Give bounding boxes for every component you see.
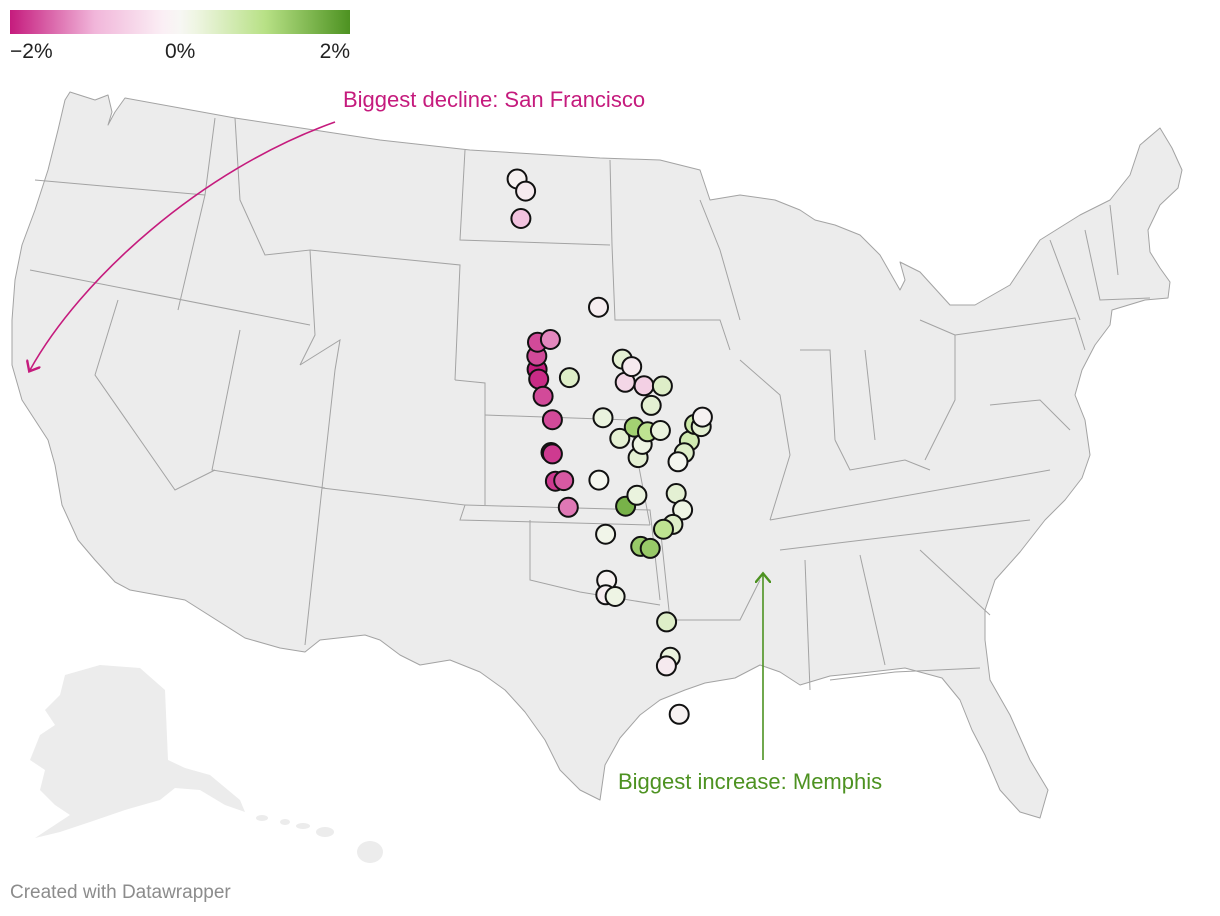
decline-annotation: Biggest decline: San Francisco xyxy=(343,87,645,112)
alaska xyxy=(30,665,245,838)
city-marker[interactable] xyxy=(649,420,671,441)
city-marker[interactable] xyxy=(672,499,694,521)
city-markers xyxy=(506,168,713,725)
city-marker[interactable] xyxy=(539,329,561,350)
city-marker[interactable] xyxy=(515,180,537,202)
legend-max-label: 2% xyxy=(319,40,350,63)
city-marker[interactable] xyxy=(691,406,713,428)
legend-gradient xyxy=(10,10,350,34)
land-layer xyxy=(11,91,1183,863)
city-marker[interactable] xyxy=(621,356,643,378)
city-marker[interactable] xyxy=(626,484,648,506)
increase-annotation: Biggest increase: Memphis xyxy=(618,769,882,794)
city-marker[interactable] xyxy=(541,443,563,465)
city-marker[interactable] xyxy=(510,208,532,229)
city-marker[interactable] xyxy=(656,611,678,633)
city-marker[interactable] xyxy=(668,703,690,725)
legend-mid-label: 0% xyxy=(165,40,196,63)
hawaii xyxy=(256,815,383,863)
city-marker[interactable] xyxy=(633,375,655,397)
city-marker[interactable] xyxy=(532,385,554,407)
city-marker[interactable] xyxy=(553,470,575,492)
city-marker[interactable] xyxy=(655,655,677,677)
city-marker[interactable] xyxy=(640,394,662,416)
city-marker[interactable] xyxy=(609,427,631,449)
city-marker[interactable] xyxy=(604,586,626,607)
city-marker[interactable] xyxy=(558,367,580,389)
city-marker[interactable] xyxy=(541,409,563,431)
city-marker[interactable] xyxy=(667,451,689,473)
city-marker[interactable] xyxy=(595,523,617,545)
decline-arrow xyxy=(30,121,336,370)
city-marker[interactable] xyxy=(639,537,661,559)
city-marker[interactable] xyxy=(557,496,579,518)
city-marker[interactable] xyxy=(528,368,550,390)
us-outline xyxy=(11,91,1183,819)
legend-min-label: −2% xyxy=(10,40,53,63)
city-marker[interactable] xyxy=(651,375,673,397)
city-marker[interactable] xyxy=(653,518,674,540)
city-marker[interactable] xyxy=(588,296,609,318)
city-marker[interactable] xyxy=(588,469,610,491)
color-legend: −2% 0% 2% xyxy=(10,10,350,63)
city-marker[interactable] xyxy=(592,407,614,429)
credit-footer: Created with Datawrapper xyxy=(10,882,231,903)
